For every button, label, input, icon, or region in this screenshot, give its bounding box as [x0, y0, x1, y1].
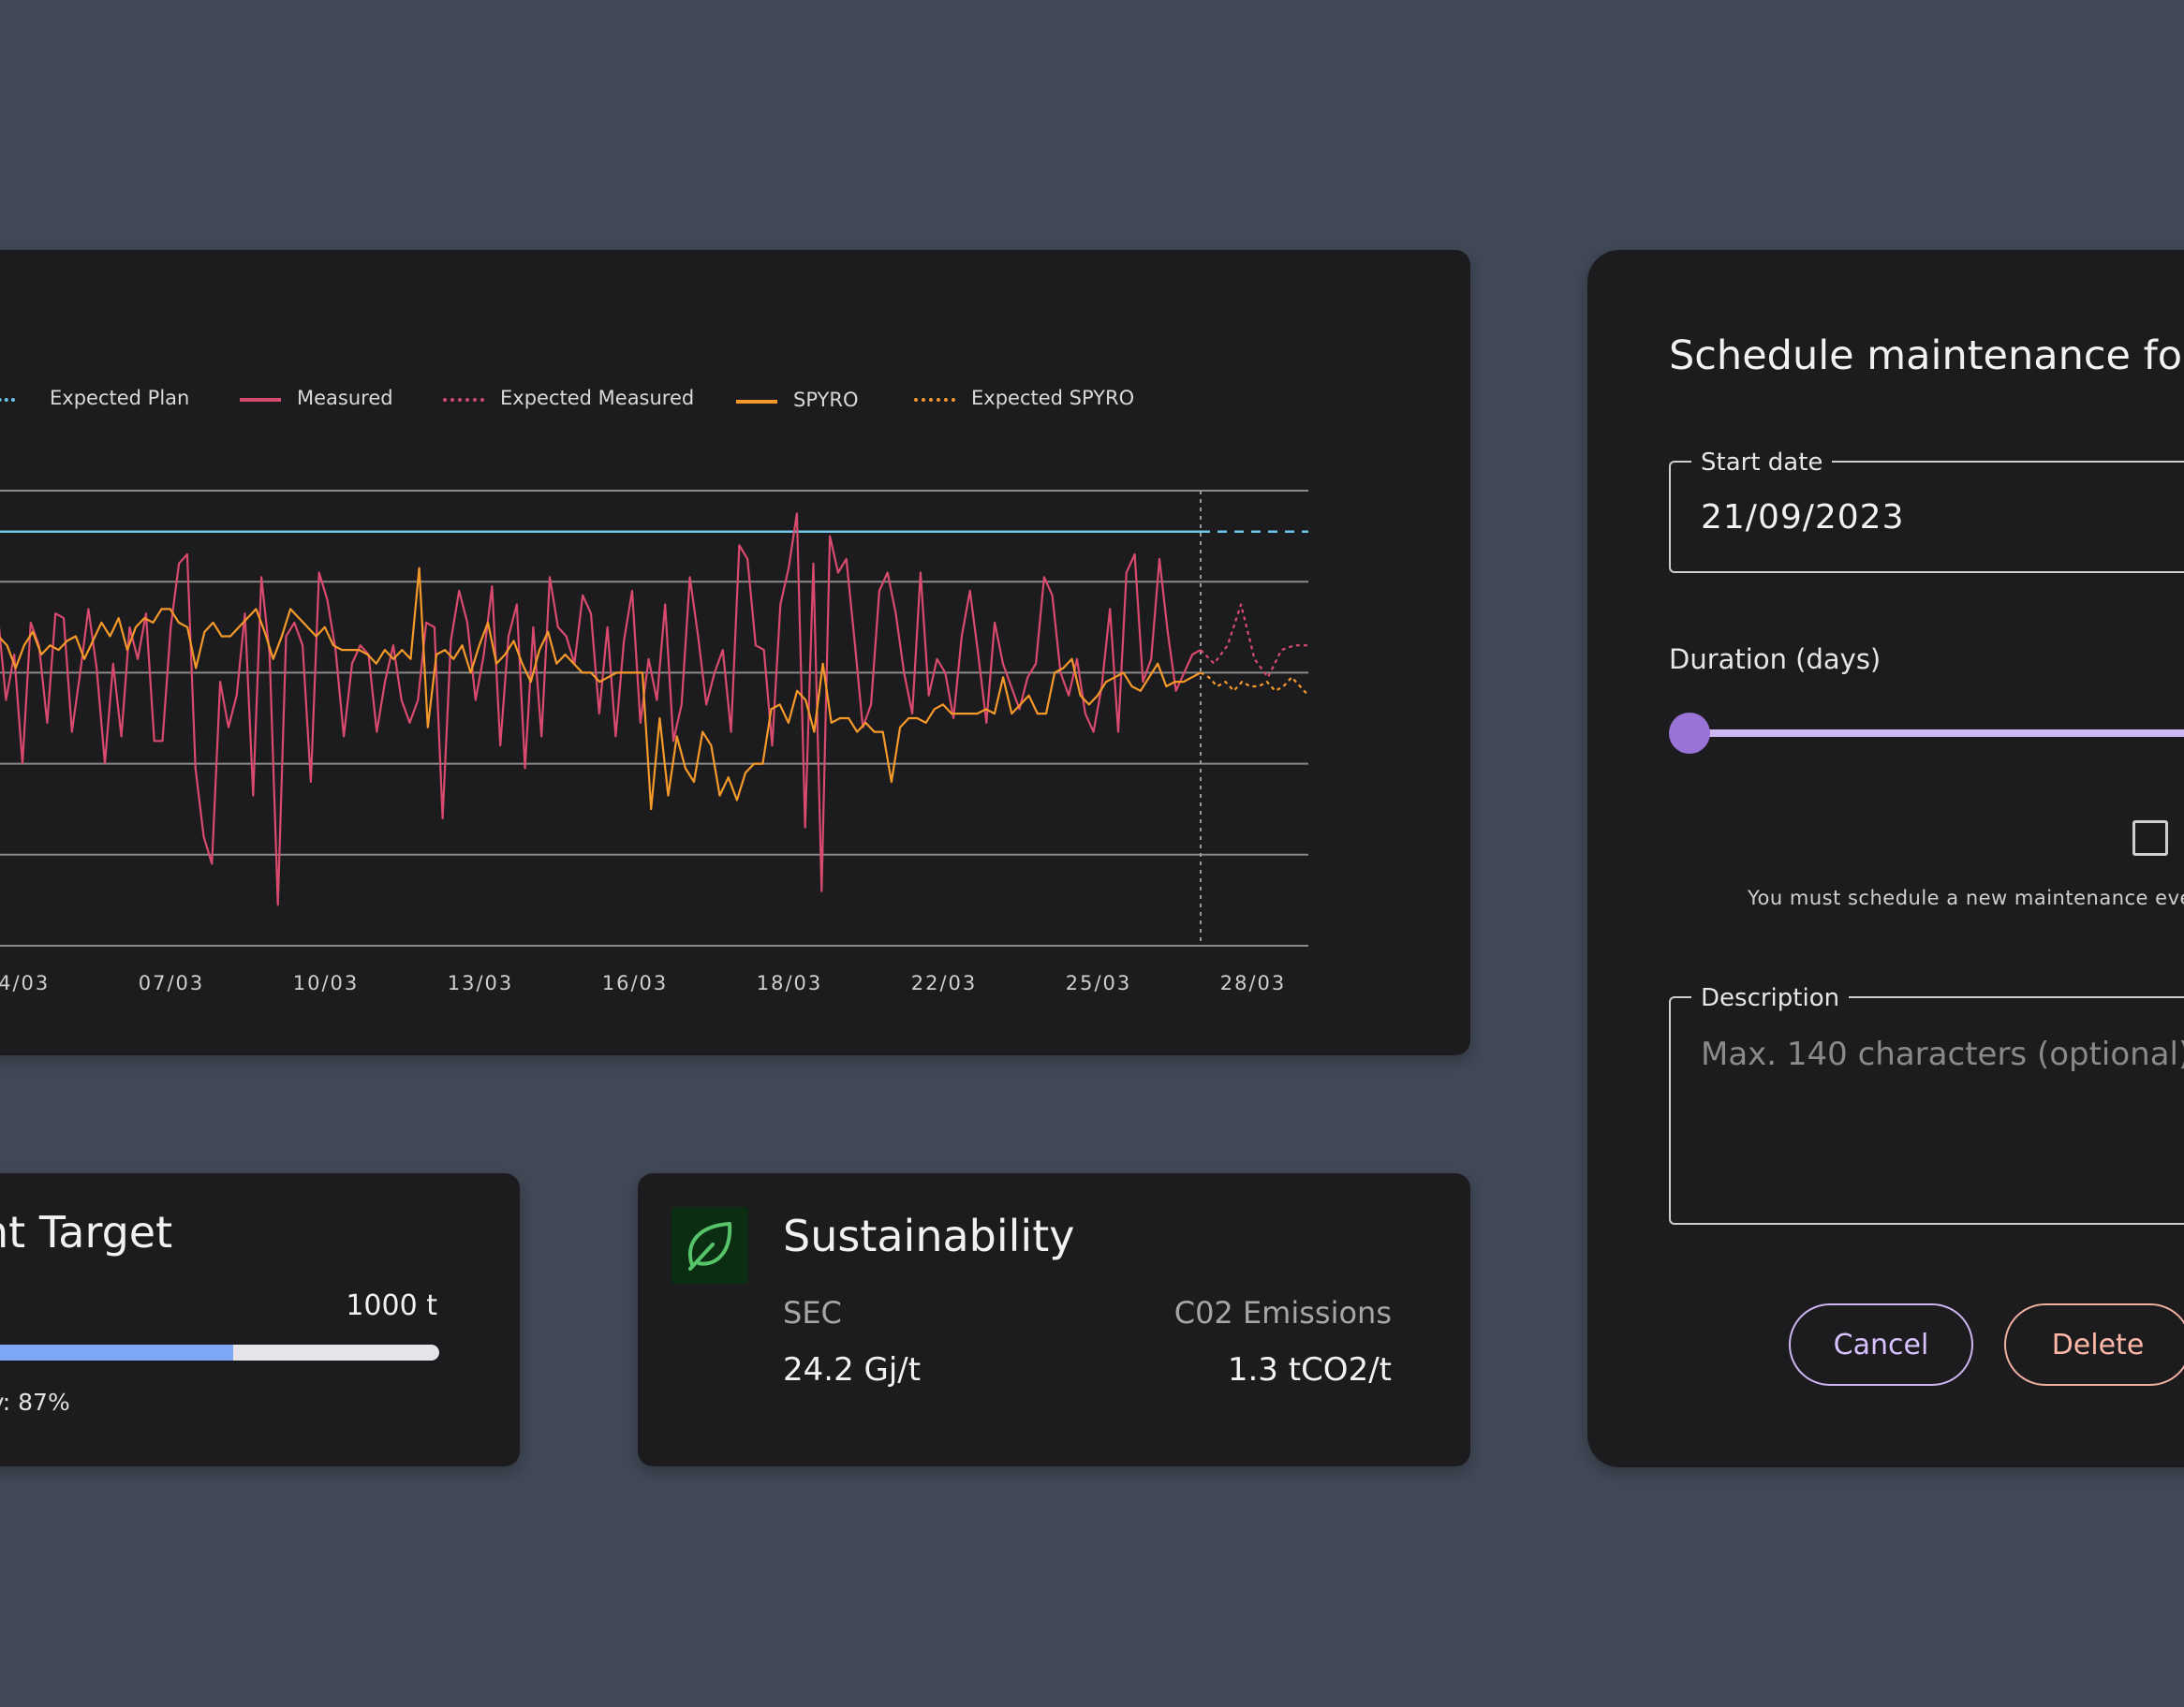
x-tick-label: 25/03: [1066, 972, 1132, 994]
production-chart-card: 04/03 07/03 10/03 13/03 16/03 18/03 22/03 25/03…: [0, 250, 1470, 1055]
maintenance-checkbox[interactable]: [2132, 820, 2168, 856]
x-tick-label: 07/03: [139, 972, 205, 994]
sustainability-title: Sustainability: [783, 1211, 1075, 1261]
legend-swatch-spyro: [736, 400, 777, 404]
cancel-button[interactable]: Cancel: [1789, 1303, 1973, 1386]
description-field[interactable]: Description: [1669, 984, 2184, 1225]
description-label: Description: [1691, 984, 1850, 1012]
sustainability-card: Sustainability SEC 24.2 Gj/t C02 Emissio…: [638, 1173, 1470, 1466]
legend-label-measured: Measured: [297, 387, 393, 409]
legend-label-spyro: SPYRO: [793, 389, 859, 411]
legend-swatch-expected-plan: [0, 398, 15, 402]
start-date-value[interactable]: 21/09/2023: [1701, 498, 1905, 537]
target-progress-bar: [0, 1345, 439, 1361]
x-tick-label: 22/03: [911, 972, 978, 994]
production-target-card: nt Target 1000 t ty: 87%: [0, 1173, 520, 1466]
description-input[interactable]: [1699, 1034, 2184, 1206]
x-tick-label: 10/03: [293, 972, 360, 994]
legend-swatch-expected-measured: [443, 398, 484, 402]
target-note: ty: 87%: [0, 1389, 70, 1416]
start-date-field[interactable]: Start date 21/09/2023: [1669, 449, 2184, 573]
legend-swatch-measured: [240, 398, 281, 402]
x-tick-label: 04/03: [0, 972, 50, 994]
target-progress-fill: [0, 1345, 233, 1361]
legend-label-expected-plan: Expected Plan: [50, 387, 190, 409]
legend-label-expected-measured: Expected Measured: [500, 387, 695, 409]
x-tick-label: 16/03: [602, 972, 669, 994]
series-spyro-line: [0, 567, 1202, 811]
production-chart: 04/03 07/03 10/03 13/03 16/03 18/03 22/03 25/03…: [0, 490, 1309, 994]
sec-value: 24.2 Gj/t: [783, 1351, 922, 1389]
x-tick-label: 28/03: [1220, 972, 1287, 994]
delete-button[interactable]: Delete: [2004, 1303, 2184, 1386]
checkbox-helper-text: You must schedule a new maintenance even…: [1748, 887, 2184, 909]
start-date-label: Start date: [1691, 449, 1833, 477]
x-tick-label: 13/03: [448, 972, 514, 994]
target-card-title: nt Target: [0, 1207, 173, 1258]
series-expected-measured-line: [1200, 603, 1308, 679]
schedule-maintenance-dialog: Schedule maintenance for fu Start date 2…: [1587, 250, 2184, 1467]
x-tick-label: 18/03: [757, 972, 823, 994]
co2-label: C02 Emissions: [1173, 1295, 1392, 1331]
series-measured-line: [0, 512, 1202, 906]
target-value: 1000 t: [346, 1289, 437, 1322]
legend-swatch-expected-spyro: [914, 398, 955, 402]
duration-slider-track[interactable]: [1688, 729, 2184, 737]
legend-label-expected-spyro: Expected SPYRO: [971, 387, 1135, 409]
duration-label: Duration (days): [1669, 643, 1881, 675]
duration-slider-thumb[interactable]: [1669, 713, 1710, 754]
leaf-icon: [671, 1207, 748, 1284]
co2-value: 1.3 tCO2/t: [1227, 1351, 1392, 1389]
series-expected-spyro-line: [1200, 671, 1309, 697]
dialog-title: Schedule maintenance for fu: [1669, 332, 2184, 379]
sec-label: SEC: [783, 1295, 842, 1331]
